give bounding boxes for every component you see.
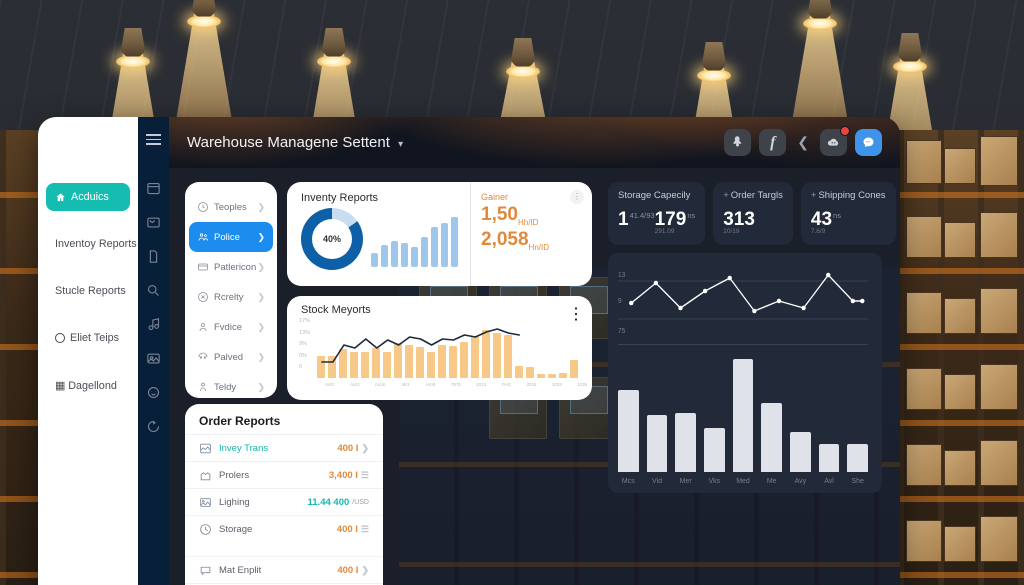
svg-text:13: 13: [618, 272, 626, 279]
svg-text:75: 75: [618, 328, 626, 335]
svg-text:9: 9: [618, 298, 622, 305]
